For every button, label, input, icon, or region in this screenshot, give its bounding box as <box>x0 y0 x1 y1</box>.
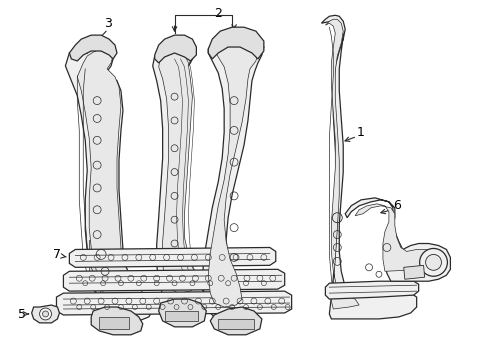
Polygon shape <box>355 204 442 271</box>
Polygon shape <box>165 311 198 321</box>
Polygon shape <box>89 239 111 260</box>
Circle shape <box>43 311 49 317</box>
Polygon shape <box>159 45 198 293</box>
Polygon shape <box>70 35 117 61</box>
Text: 7: 7 <box>53 248 61 261</box>
Text: 2: 2 <box>214 7 222 20</box>
Polygon shape <box>70 247 276 267</box>
Polygon shape <box>345 198 450 281</box>
Polygon shape <box>404 265 425 279</box>
Polygon shape <box>32 305 59 323</box>
Polygon shape <box>65 45 153 321</box>
Polygon shape <box>210 307 262 335</box>
Polygon shape <box>89 261 111 277</box>
Polygon shape <box>159 299 206 327</box>
Polygon shape <box>77 49 145 307</box>
Text: 5: 5 <box>18 309 26 321</box>
Polygon shape <box>325 281 418 299</box>
Polygon shape <box>321 15 416 319</box>
Polygon shape <box>325 19 359 309</box>
Text: 6: 6 <box>393 199 401 212</box>
Polygon shape <box>155 35 196 63</box>
Circle shape <box>419 248 447 276</box>
Text: 4: 4 <box>248 312 256 325</box>
Polygon shape <box>56 291 292 315</box>
Text: 3: 3 <box>104 17 112 30</box>
Polygon shape <box>99 317 129 329</box>
Circle shape <box>40 308 51 320</box>
Circle shape <box>426 255 441 270</box>
Polygon shape <box>208 37 258 307</box>
Polygon shape <box>153 39 204 307</box>
Polygon shape <box>218 319 254 329</box>
Polygon shape <box>208 27 264 59</box>
Polygon shape <box>91 307 143 335</box>
Text: 1: 1 <box>357 126 365 139</box>
Polygon shape <box>202 31 264 323</box>
Polygon shape <box>63 269 285 291</box>
